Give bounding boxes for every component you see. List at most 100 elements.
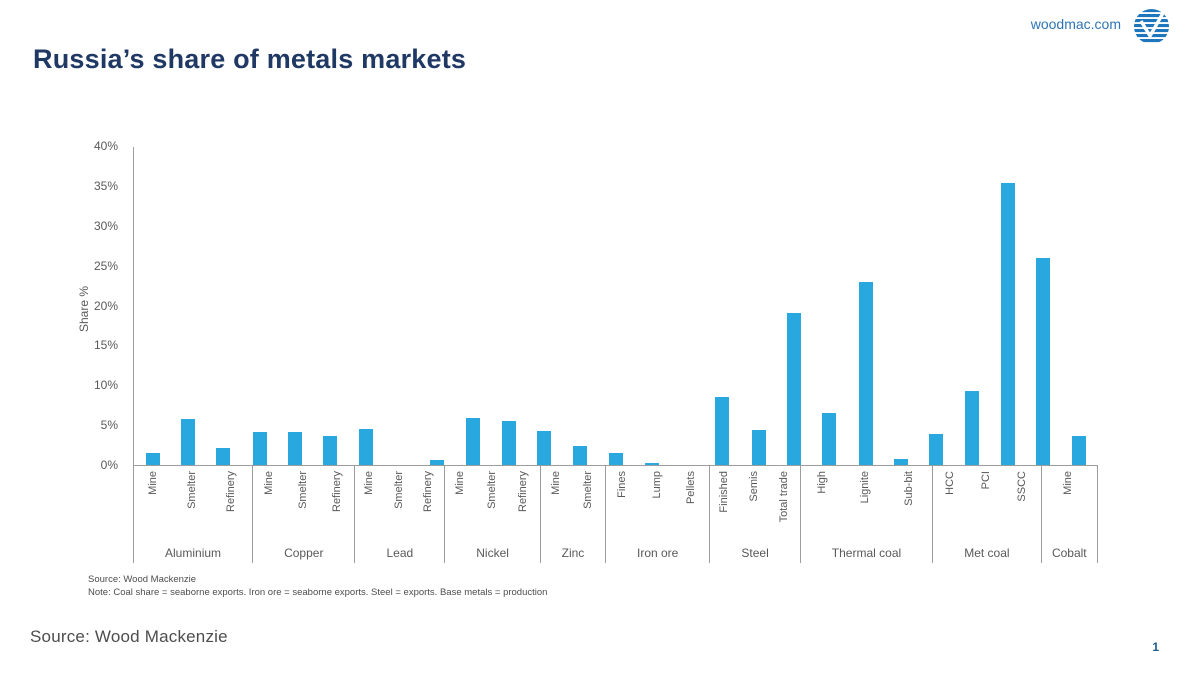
plot-group-aluminium (134, 147, 241, 465)
item-label-slot: Mine (253, 466, 287, 542)
item-label-slot: Refinery (508, 466, 540, 542)
bar-chart: Share % 0% 5% 10% 15% 20% 25% 30% 35% 40% Mine Sm… (77, 139, 1098, 598)
bar-slot (1062, 147, 1097, 465)
bar-mine (252, 432, 267, 465)
y-tick-label: 5% (100, 418, 118, 433)
x-group-label: Copper (284, 546, 324, 560)
bar-mine (466, 417, 481, 465)
bar-slot (419, 147, 454, 465)
x-item-label: Mine (363, 471, 376, 495)
bar-slot (776, 147, 811, 465)
label-group-copper: Mine Smelter Refinery Copper (252, 466, 354, 563)
bar-sub-bit (929, 433, 944, 465)
x-item-label: Lump (650, 471, 663, 499)
bar-slot (741, 147, 776, 465)
item-label-slot: Refinery (321, 466, 355, 542)
label-group-met-coal: HCC PCI SSCC Met coal (932, 466, 1040, 563)
y-tick-label: 30% (93, 218, 118, 233)
label-group-aluminium: Mine Smelter Refinery Aluminium (133, 466, 252, 563)
bar-refinery (216, 448, 231, 465)
bar-slot (634, 147, 669, 465)
bar-slot (598, 147, 633, 465)
x-group-label: Thermal coal (831, 546, 902, 560)
bar-mine (1072, 436, 1087, 465)
item-labels-row: Mine Smelter Refinery (445, 466, 540, 542)
label-group-steel: Finished Semis Total trade Steel (709, 466, 799, 563)
bar-slot (242, 147, 277, 465)
item-label-slot: Smelter (573, 466, 605, 542)
bar-slot (669, 147, 704, 465)
bar-slot (563, 147, 598, 465)
y-tick-label: 25% (93, 258, 118, 273)
bar-slot (705, 147, 740, 465)
chart-source-note: Source: Wood Mackenzie (88, 574, 197, 585)
x-axis-labels-area: Mine Smelter Refinery Aluminium Mine Smelter R… (133, 466, 1098, 563)
label-group-lead: Mine Smelter Refinery Lead (354, 466, 444, 563)
x-group-label: Met coal (964, 546, 1010, 560)
x-item-label: High (815, 471, 828, 494)
x-item-label: Finished (718, 471, 731, 513)
bar-slot (955, 147, 990, 465)
x-item-label: Refinery (225, 471, 238, 512)
x-item-label: Refinery (422, 471, 435, 512)
plot-group-thermal-coal (847, 147, 954, 465)
item-label-slot: Smelter (385, 466, 415, 542)
label-group-iron-ore: Fines Lump Pellets Iron ore (604, 466, 709, 563)
item-labels-row: Mine Smelter (541, 466, 605, 542)
bar-smelter (608, 453, 623, 465)
item-label-slot: Smelter (287, 466, 321, 542)
bar-slot (526, 147, 561, 465)
bar-smelter (180, 418, 195, 465)
plot-group-nickel (455, 147, 562, 465)
item-label-slot: Semis (740, 466, 770, 542)
item-label-slot: Mine (134, 466, 173, 542)
item-label-slot: Pellets (675, 466, 709, 542)
label-group-thermal-coal: High Lignite Sub-bit Thermal coal (799, 466, 932, 563)
brand-url: woodmac.com (1030, 16, 1121, 32)
bar-pellets (715, 397, 730, 465)
item-label-slot: High (801, 466, 845, 542)
item-labels-row: Mine Smelter Refinery (253, 466, 354, 542)
bar-smelter (287, 432, 302, 465)
bar-slot (812, 147, 847, 465)
item-label-slot: Fines (606, 466, 640, 542)
plot-group-lead (348, 147, 455, 465)
y-tick-label: 15% (93, 338, 118, 353)
x-item-label: Mine (454, 471, 466, 495)
x-item-label: Pellets (685, 471, 698, 505)
label-group-nickel: Mine Smelter Refinery Nickel (444, 466, 540, 563)
y-tick-label: 0% (100, 458, 118, 472)
bar-mine (145, 453, 160, 465)
label-group-cobalt: Mine Cobalt (1040, 466, 1098, 563)
x-item-label: Smelter (581, 471, 594, 509)
bar-semis (786, 313, 801, 465)
x-group-label: Zinc (561, 546, 585, 560)
x-item-label: Smelter (296, 471, 309, 509)
bar-slot (491, 147, 526, 465)
item-label-slot: Sub-bit (888, 466, 932, 542)
item-labels-row: Mine Smelter Refinery (134, 466, 252, 542)
item-label-slot: Mine (1042, 466, 1097, 542)
item-label-slot: Total trade (770, 466, 800, 542)
bar-sscc (1036, 257, 1051, 465)
chart-footnotes: Source: Wood Mackenzie Note: Coal share … (88, 573, 547, 599)
bar-slot (135, 147, 170, 465)
bar-fines (644, 463, 659, 465)
x-group-label: Lead (386, 546, 414, 560)
slide-source: Source: Wood Mackenzie (30, 627, 228, 646)
item-label-slot: Mine (541, 466, 573, 542)
x-item-label: Mine (262, 471, 275, 495)
bar-mine (359, 429, 374, 465)
x-item-label: Mine (1062, 471, 1075, 495)
item-label-slot: Mine (445, 466, 477, 542)
bar-slot (277, 147, 312, 465)
y-tick-label: 40% (93, 139, 118, 153)
bar-total-trade (822, 413, 837, 465)
bar-slot (312, 147, 347, 465)
item-label-slot: SSCC (1005, 466, 1041, 542)
bar-finished (751, 429, 766, 465)
bar-refinery (430, 460, 445, 465)
bar-slot (883, 147, 918, 465)
x-group-label: Steel (741, 546, 769, 560)
